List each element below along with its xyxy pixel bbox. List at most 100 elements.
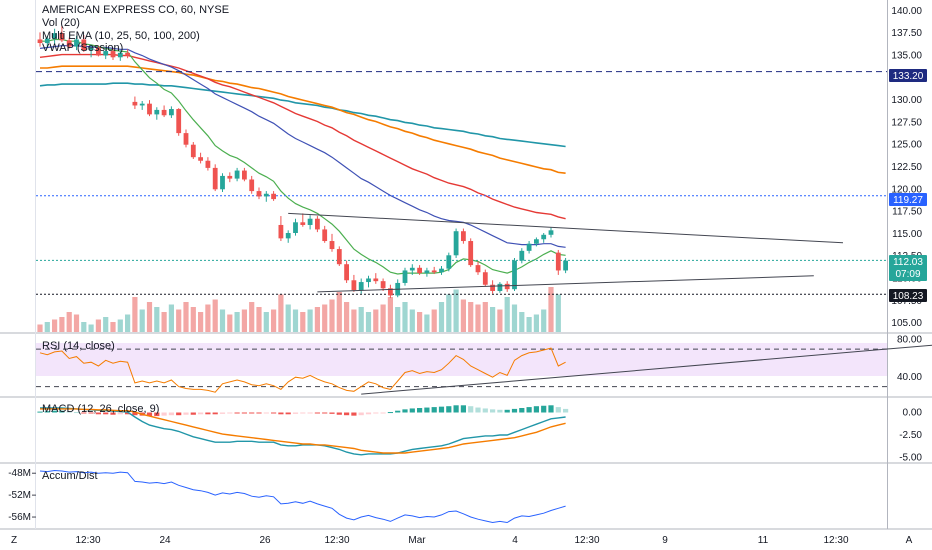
macd-histogram-bar (44, 411, 50, 413)
ema-lines (39, 38, 566, 275)
legend-accum[interactable]: Accum/Dist (42, 470, 98, 482)
macd-histogram-bar (278, 412, 284, 415)
legend-vwap[interactable]: VWAP (Session) (42, 42, 123, 54)
volume-bar (190, 307, 196, 332)
volume-bar (285, 304, 291, 332)
macd-histogram-bar (555, 407, 561, 413)
macd-histogram-bar (541, 405, 547, 413)
volume-bar (81, 322, 87, 332)
candle-body (66, 40, 72, 47)
tag-level-mid: 119.27 (889, 193, 927, 206)
macd-histogram-bar (73, 412, 80, 414)
macd-tick-label: 0.00 (903, 408, 923, 419)
accum-dist-line (39, 469, 566, 524)
price-tick-label: 137.50 (891, 28, 922, 39)
time-tick-label: 12:30 (75, 535, 100, 546)
volume-bar (278, 294, 284, 332)
price-tick-label: 120.00 (891, 184, 922, 195)
volume-bar (351, 309, 357, 332)
macd-histogram-bar (103, 412, 109, 415)
time-tick-label: 12:30 (574, 535, 599, 546)
candle-body (139, 103, 145, 106)
volume-bar (88, 324, 94, 332)
candle-body (402, 270, 408, 283)
candle-body (534, 239, 539, 244)
candle-body (183, 133, 189, 145)
candle-body (344, 264, 349, 281)
candle-body (366, 278, 371, 283)
tag-level-low: 108.23 (889, 289, 927, 302)
candle-body (307, 218, 313, 225)
volume-bar (548, 287, 554, 332)
trendlines[interactable] (288, 212, 844, 293)
candle-body (541, 234, 547, 240)
macd-histogram-bar (263, 412, 269, 414)
macd-histogram-bar (59, 410, 65, 413)
volume-bar (511, 304, 518, 332)
time-tick-label: 26 (259, 535, 271, 546)
volume-bar (183, 302, 189, 332)
legend-rsi[interactable]: RSI (14, close) (42, 340, 115, 352)
macd-histogram-bar (533, 406, 539, 413)
macd-histogram-bar (190, 412, 196, 415)
candle-body (409, 267, 415, 271)
legend-symbol[interactable]: AMERICAN EXPRESS CO, 60, NYSE (42, 4, 229, 16)
volume-bar (490, 307, 496, 332)
tag-last-price-text: 112.03 (893, 257, 923, 268)
log-scale-button[interactable]: Z (11, 535, 17, 546)
price-tick-label: 130.00 (891, 95, 922, 106)
macd-tick-label: -5.00 (899, 453, 922, 464)
ema10-line (40, 38, 566, 275)
volume-bar (322, 304, 328, 332)
volume-bar (161, 312, 167, 332)
volume-bar (271, 309, 277, 332)
candle-body (44, 38, 50, 44)
macd-histogram-bar (168, 412, 174, 416)
tag-level-mid-text: 119.27 (893, 195, 923, 206)
macd-histogram-bar (482, 408, 488, 413)
volume-bar (176, 309, 182, 332)
candle-body (176, 109, 182, 134)
macd-tick-label: -2.50 (899, 430, 922, 441)
candle-body (88, 47, 94, 51)
candle-body (424, 270, 430, 274)
macd-histogram-bar (475, 407, 481, 413)
candle-body (475, 265, 481, 273)
tag-level-mid-bg (889, 193, 927, 206)
macd-histogram-bar (417, 408, 423, 413)
volume-bar (373, 309, 379, 332)
axis-ticks: 140.00137.50135.00132.50130.00127.50125.… (8, 6, 922, 546)
candle-body (96, 47, 101, 56)
volume-bar (139, 309, 145, 332)
volume-bar (468, 302, 474, 332)
candles (37, 26, 568, 299)
legend-macd[interactable]: MACD (12, 26, close, 9) (42, 403, 159, 415)
candle-body (161, 109, 167, 116)
auto-scale-button[interactable]: A (906, 535, 913, 546)
ad-tick-label: -48M (8, 468, 31, 479)
legend-volume[interactable]: Vol (20) (42, 17, 80, 29)
candle-body (285, 233, 291, 239)
candle-body (234, 170, 240, 179)
volume-bars (37, 287, 561, 332)
volume-bar (519, 312, 525, 332)
macd-histogram-bar (387, 412, 393, 414)
time-tick-label: 9 (662, 535, 668, 546)
macd-histogram-bar (424, 407, 430, 413)
macd-histogram-bar (453, 405, 459, 413)
candle-body (125, 52, 130, 56)
price-tick-label: 117.50 (892, 207, 922, 218)
macd-histogram-bar (271, 412, 277, 414)
volume-bar (59, 317, 65, 332)
rsi-tick-label: 80.00 (897, 335, 922, 346)
tag-level-high-bg (889, 69, 927, 82)
tag-last-price-bg (889, 255, 927, 281)
candle-body (417, 267, 422, 274)
macd-histogram-bar (336, 412, 342, 415)
macd-histogram-bar (329, 412, 335, 414)
legend-ema[interactable]: Multi EMA (10, 25, 50, 100, 200) (42, 30, 200, 42)
volume-bar (52, 319, 58, 332)
volume-bar (446, 294, 452, 332)
volume-bar (409, 309, 415, 332)
